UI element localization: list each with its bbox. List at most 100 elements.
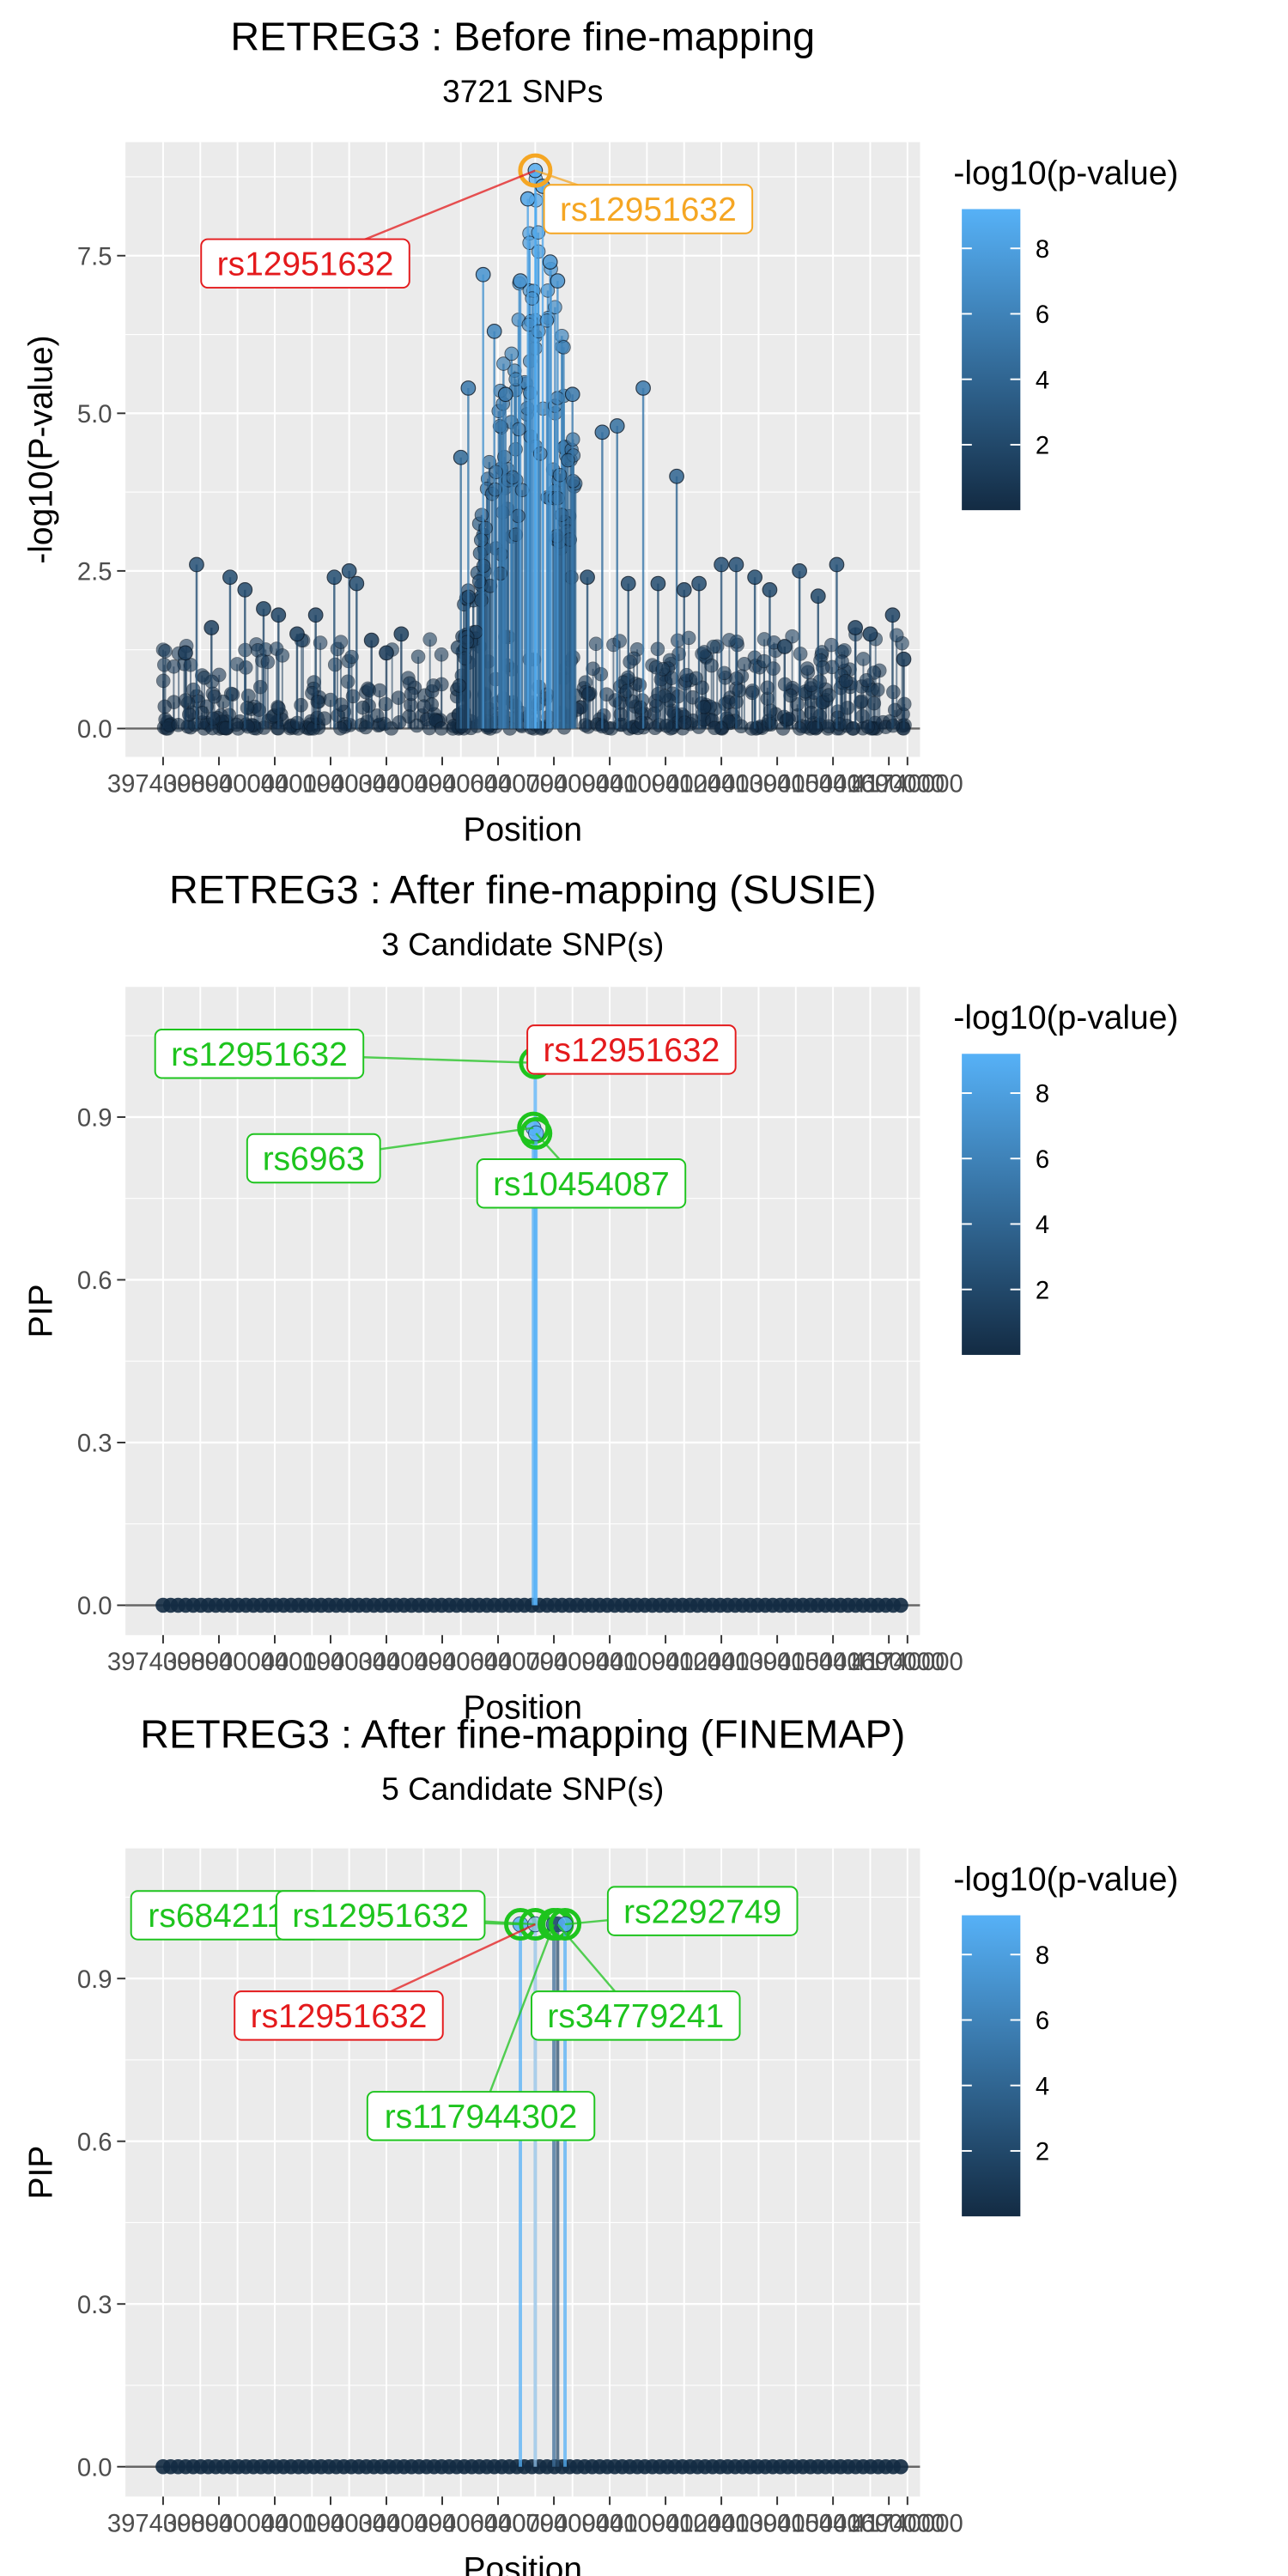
- x-tick-label: 39890000: [163, 2510, 275, 2537]
- snp-point: [835, 654, 849, 669]
- snp-point: [207, 690, 222, 704]
- snp-point: [676, 582, 692, 598]
- y-tick-label: 0.0: [77, 2454, 112, 2482]
- snp-point: [392, 714, 407, 730]
- y-tick-label: 0.6: [77, 2129, 112, 2156]
- candidate-highlight: [519, 1116, 553, 1150]
- y-tick-label: 0.0: [77, 716, 112, 744]
- snp-point: [804, 677, 819, 693]
- legend-title: -log10(p-value): [953, 1861, 1178, 1898]
- snp-point: [171, 717, 185, 732]
- snp-point: [792, 563, 807, 579]
- x-tick-label: 40640000: [442, 2510, 554, 2537]
- label-candidate: rs12951632: [292, 1898, 469, 1935]
- snp-point: [349, 575, 365, 592]
- snp-point: [358, 720, 374, 735]
- snp-point: [363, 632, 380, 648]
- plot-panel: [125, 1848, 920, 2497]
- x-tick-label: 41740000: [852, 2510, 963, 2537]
- label-candidate: rs10454087: [493, 1166, 670, 1203]
- snp-point: [542, 254, 558, 270]
- legend-title: -log10(p-value): [953, 155, 1178, 191]
- snp-point: [823, 637, 839, 653]
- snp-point: [632, 677, 647, 693]
- label-lead-red-box: [234, 1990, 444, 2041]
- x-tick-label: 41690000: [833, 1649, 945, 1676]
- snp-point: [197, 670, 212, 685]
- x-tick-label: 39740000: [107, 770, 219, 798]
- snp-point: [744, 685, 760, 701]
- snp-point: [893, 1597, 908, 1613]
- snp-point: [706, 639, 721, 654]
- x-tick-label: 41240000: [665, 1649, 777, 1676]
- snp-point: [762, 582, 778, 598]
- x-tick-label: 40340000: [331, 1649, 442, 1676]
- label-candidate-box: [366, 2091, 596, 2142]
- colorbar-legend: -log10(p-value) 2 4 6 8: [953, 999, 1178, 1355]
- snp-point: [829, 556, 845, 573]
- snp-point: [240, 689, 256, 703]
- snp-point: [845, 721, 860, 736]
- colorbar: [962, 1054, 1021, 1355]
- snp-point: [178, 645, 193, 661]
- chart-title: RETREG3 : After fine-mapping (FINEMAP): [140, 1712, 905, 1757]
- snp-point: [486, 324, 502, 339]
- x-tick-label: 40040000: [219, 2510, 331, 2537]
- snp-point: [728, 556, 744, 573]
- chart-subtitle: 3721 SNPs: [442, 73, 603, 109]
- snp-point: [691, 575, 707, 592]
- snp-point: [434, 721, 449, 736]
- x-tick-label: 40640000: [442, 1649, 554, 1676]
- label-candidate: rs6963: [263, 1141, 365, 1178]
- snp-point: [848, 620, 864, 635]
- snp-point: [695, 680, 710, 696]
- snp-point: [760, 680, 775, 696]
- x-tick-label: 41690000: [833, 2510, 945, 2537]
- snp-point: [307, 607, 324, 623]
- snp-point: [862, 626, 878, 642]
- x-tick-label: 39890000: [163, 1649, 275, 1676]
- snp-point: [838, 673, 854, 689]
- snp-point: [613, 707, 628, 722]
- y-tick-label: 7.5: [77, 243, 112, 270]
- snp-point: [896, 651, 912, 667]
- x-axis-label: Position: [463, 811, 582, 848]
- snp-point: [475, 266, 491, 283]
- x-tick-label: 40640000: [442, 770, 554, 798]
- x-tick-label: 41740000: [852, 1649, 963, 1676]
- x-tick-label: 41090000: [610, 770, 721, 798]
- snp-point: [167, 659, 181, 674]
- colorbar-tick-label: 8: [1036, 1942, 1049, 1970]
- snp-point: [426, 678, 441, 693]
- snp-point: [816, 660, 830, 675]
- snp-point: [669, 468, 684, 484]
- label-lead-red: rs12951632: [251, 1998, 428, 2035]
- lead-snp-highlight: [518, 153, 553, 188]
- snp-point: [341, 563, 357, 579]
- label-connector: [479, 1923, 556, 2117]
- x-tick-label: 40940000: [554, 1649, 665, 1676]
- plot-area: [155, 1046, 908, 1613]
- snp-point: [821, 688, 836, 702]
- chart-panel-1: RETREG3 : Before fine-mapping 3721 SNPs 0.…: [22, 14, 1178, 848]
- snp-point: [379, 645, 394, 661]
- snp-point: [620, 575, 636, 592]
- snp-point: [511, 422, 526, 437]
- snp-point: [157, 699, 173, 714]
- y-tick-label: 0.3: [77, 2292, 112, 2319]
- colorbar-legend: -log10(p-value) 2 4 6 8: [953, 155, 1178, 511]
- snp-point: [505, 470, 520, 485]
- snp-point: [240, 701, 255, 715]
- chart-title: RETREG3 : Before fine-mapping: [230, 14, 815, 58]
- x-tick-label: 41090000: [610, 1649, 721, 1676]
- legend-title: -log10(p-value): [953, 999, 1178, 1036]
- y-tick-label: 0.9: [77, 1966, 112, 1994]
- colorbar: [962, 209, 1021, 511]
- y-tick-label: 2.5: [77, 559, 112, 586]
- snp-point: [504, 346, 519, 361]
- snp-point: [776, 639, 793, 654]
- snp-point: [893, 2458, 908, 2475]
- snp-point: [185, 682, 201, 697]
- snp-point: [410, 718, 424, 733]
